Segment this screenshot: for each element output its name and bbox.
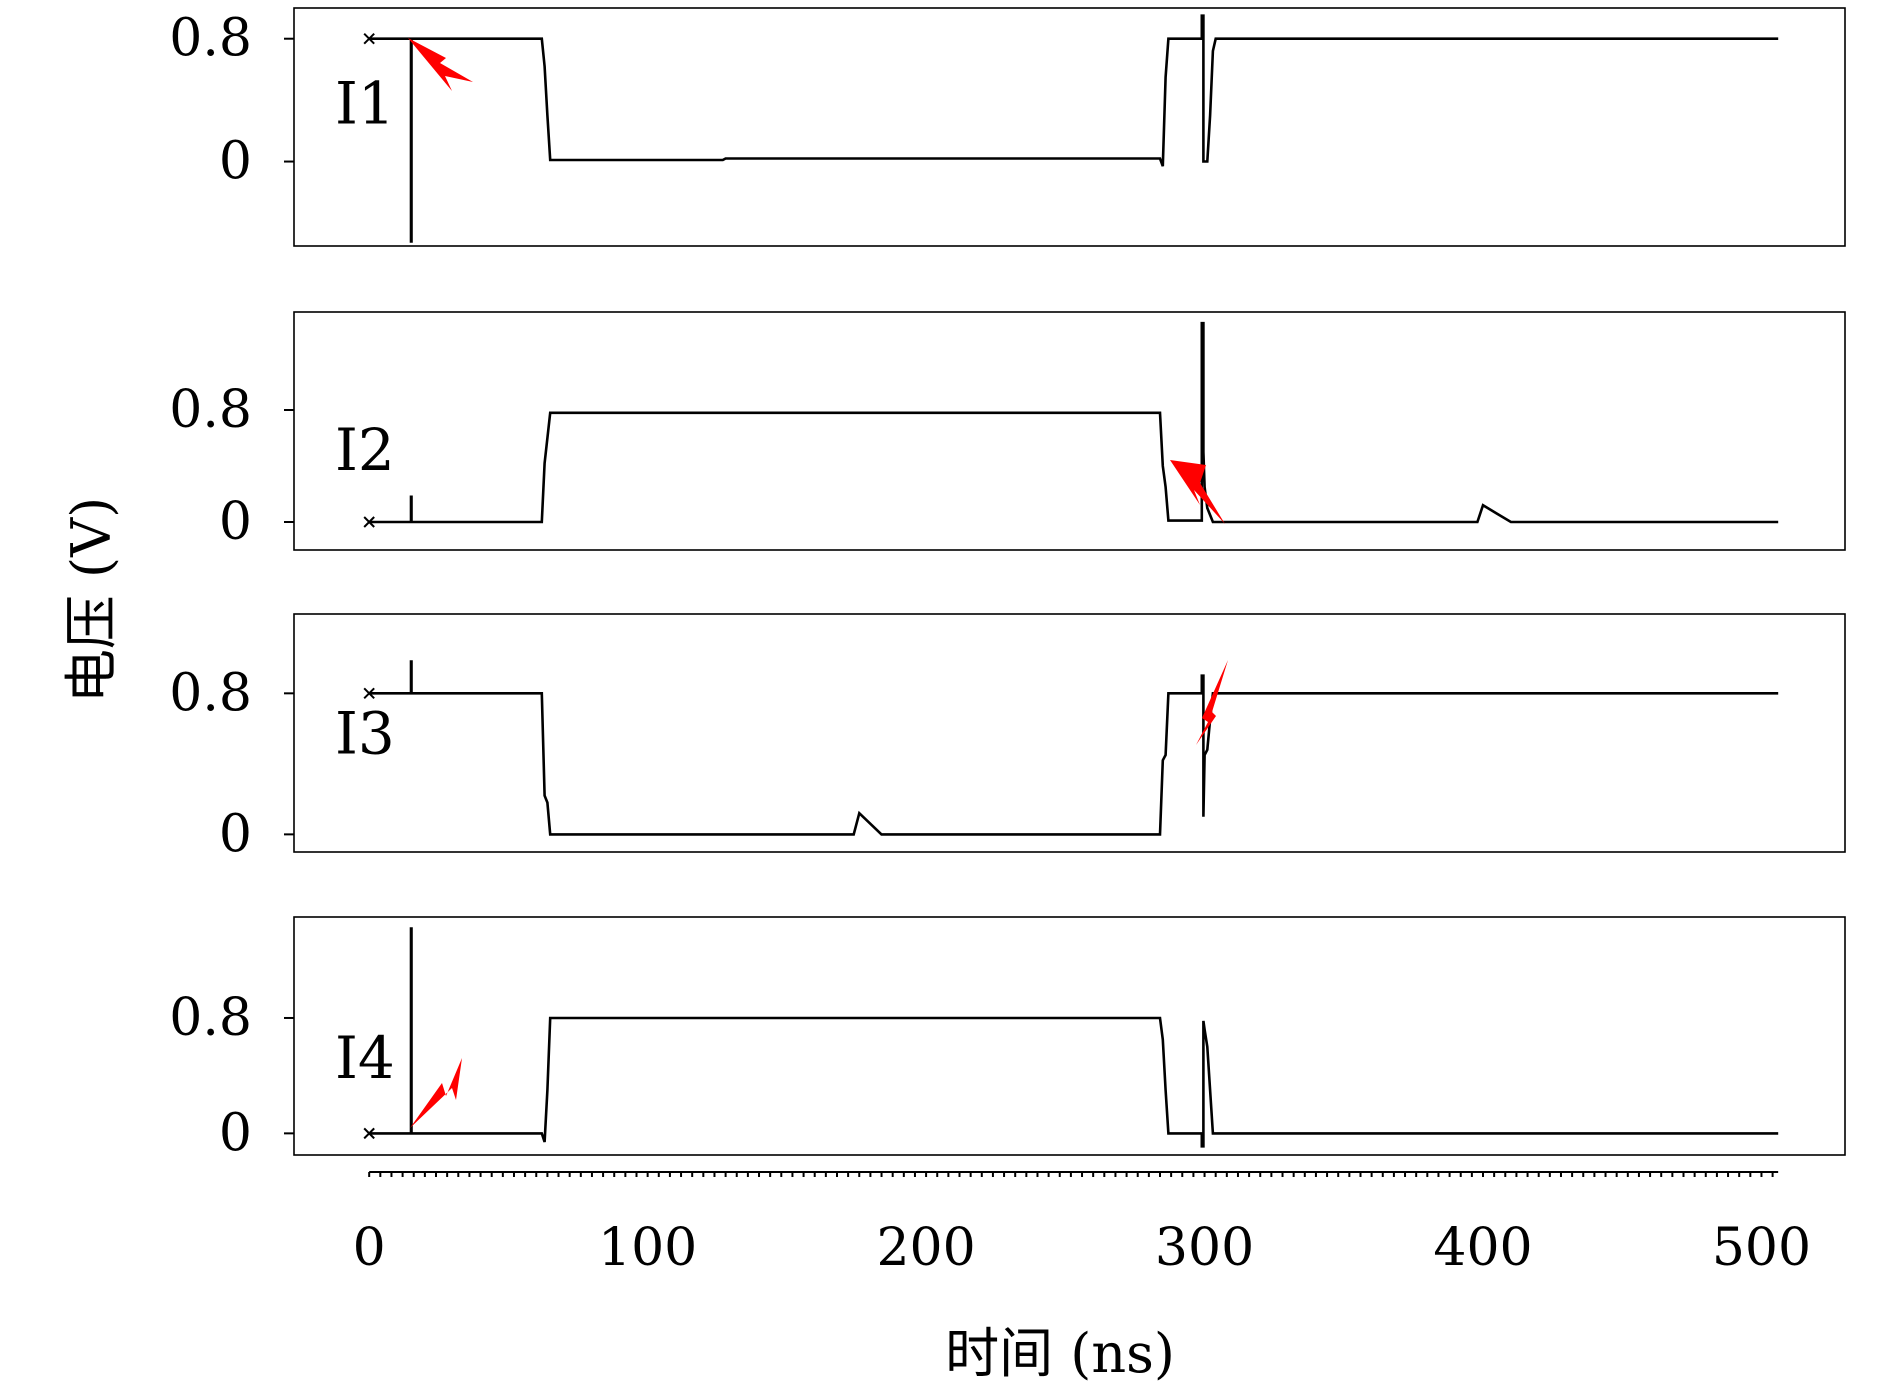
start-marker	[363, 687, 375, 700]
y-tick-label: 0	[219, 492, 252, 552]
panel-I4: 0.8 0 I4	[169, 916, 1846, 1163]
panels: 0.8 0 I1 0.8 0 I2 0.8 0 I3 0.8 0 I4	[169, 7, 1846, 1163]
x-tick-label: 0	[353, 1218, 386, 1278]
voltage-trace	[369, 927, 1779, 1148]
plot-frame	[293, 7, 1846, 247]
y-tick-label: 0.8	[169, 663, 252, 723]
panel-label: I3	[335, 699, 395, 767]
x-axis: 0 100 200 300 400 500	[353, 1171, 1811, 1278]
y-tick-label: 0	[219, 804, 252, 864]
x-tick-label: 400	[1433, 1218, 1532, 1278]
voltage-trace	[369, 321, 1779, 524]
panel-label: I1	[335, 70, 395, 138]
start-marker	[363, 516, 375, 528]
panel-I2: 0.8 0 I2	[169, 311, 1846, 552]
panel-I1: 0.8 0 I1	[169, 7, 1846, 247]
voltage-trace	[369, 14, 1779, 243]
y-tick-label: 0.8	[169, 9, 252, 69]
y-tick-label: 0	[219, 1103, 252, 1163]
x-axis-label: 时间 (ns)	[945, 1322, 1175, 1385]
x-tick-label: 100	[598, 1218, 697, 1278]
fault-markers	[408, 38, 1228, 1128]
panel-label: I2	[335, 416, 395, 484]
start-marker	[363, 33, 375, 45]
y-tick-label: 0.8	[169, 380, 252, 440]
x-tick-label: 300	[1155, 1218, 1254, 1278]
start-marker	[363, 1127, 375, 1140]
y-tick-label: 0	[219, 132, 252, 192]
x-tick-label: 500	[1712, 1218, 1811, 1278]
plot-frame	[293, 916, 1846, 1156]
panel-I3: 0.8 0 I3	[169, 613, 1846, 864]
fault-injection-marker	[408, 38, 473, 91]
y-axis-label: 电压 (V)	[60, 497, 123, 703]
fault-injection-marker	[1170, 460, 1225, 524]
plot-frame	[293, 311, 1846, 551]
y-tick-label: 0.8	[169, 988, 252, 1048]
fault-injection-marker	[410, 1058, 462, 1128]
voltage-trace	[369, 660, 1779, 836]
panel-label: I4	[335, 1024, 395, 1092]
plot-frame	[293, 613, 1846, 853]
fault-injection-marker	[1196, 660, 1228, 745]
x-tick-label: 200	[876, 1218, 975, 1278]
